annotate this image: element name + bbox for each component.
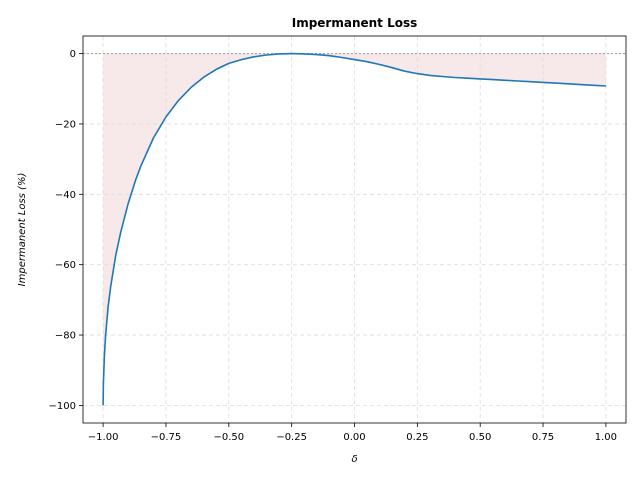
x-tick-label: −0.75	[151, 432, 182, 443]
x-tick-label: −1.00	[88, 432, 119, 443]
x-tick-label: −0.25	[276, 432, 307, 443]
y-axis-label: Impermanent Loss (%)	[17, 173, 28, 287]
loss-shaded-area	[103, 53, 606, 406]
x-tick-label: 1.00	[595, 432, 617, 443]
x-tick-label: 0.25	[406, 432, 428, 443]
tick-layer: −1.00 −0.75 −0.50 −0.25 0.00 0.25 0.50 0.75 1.00…	[49, 49, 617, 443]
x-tick-label: 0.00	[343, 432, 365, 443]
series-line-layer	[102, 52, 606, 406]
x-axis-label: δ	[351, 454, 357, 465]
y-tick-label: −100	[49, 401, 76, 412]
impermanent-loss-line	[102, 52, 606, 406]
x-tick-label: 0.75	[532, 432, 554, 443]
y-tick-label: −40	[55, 190, 76, 201]
x-tick-label: −0.50	[213, 432, 244, 443]
y-tick-label: −60	[55, 260, 76, 271]
grid-layer	[83, 36, 626, 423]
y-tick-label: 0	[70, 49, 76, 60]
y-tick-label: −80	[55, 331, 76, 342]
y-tick-label: −20	[55, 119, 76, 130]
x-tick-label: 0.50	[469, 432, 491, 443]
chart-title: Impermanent Loss	[292, 16, 418, 30]
shaded-area-layer	[103, 53, 606, 406]
